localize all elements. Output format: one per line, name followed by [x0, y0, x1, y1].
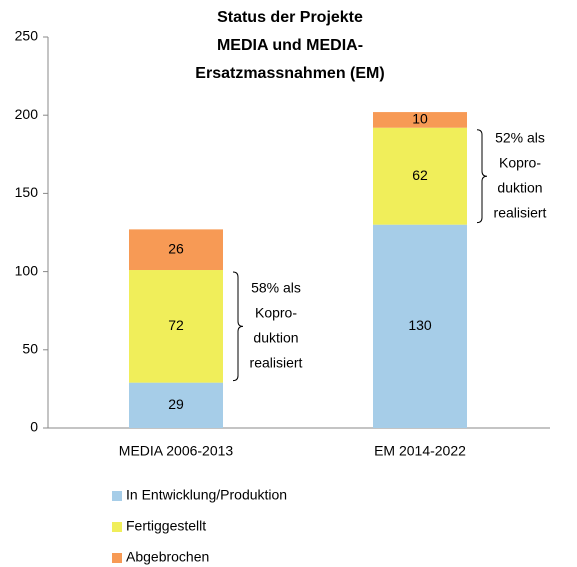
chart-title: Ersatzmassnahmen (EM) [195, 65, 384, 82]
brace [476, 129, 488, 224]
legend-swatch [112, 553, 122, 563]
y-tick-label: 200 [15, 106, 39, 122]
annotation: duktion [497, 179, 542, 195]
y-tick-label: 250 [15, 28, 39, 44]
x-tick-label: EM 2014-2022 [374, 443, 466, 459]
annotation: realisiert [250, 355, 303, 371]
annotation: 52% als [495, 129, 545, 145]
annotation: realisiert [494, 204, 547, 220]
data-label: 72 [168, 317, 184, 333]
data-label: 62 [412, 167, 428, 183]
legend-label: In Entwicklung/Produktion [126, 487, 287, 503]
bar-segment [373, 224, 467, 428]
data-label: 10 [412, 111, 428, 127]
legend-label: Fertiggestellt [126, 518, 206, 534]
annotation: Kopro- [255, 305, 297, 321]
bar-segment [129, 382, 223, 428]
legend-swatch [112, 522, 122, 532]
bar-segment [373, 112, 467, 128]
y-tick-label: 150 [15, 184, 39, 200]
bar-segment [129, 229, 223, 271]
annotation: 58% als [251, 280, 301, 296]
data-label: 26 [168, 240, 184, 256]
chart-title: MEDIA und MEDIA- [217, 37, 363, 54]
bar-segment [129, 270, 223, 383]
chart-title: Status der Projekte [217, 9, 363, 26]
data-label: 29 [168, 396, 184, 412]
data-label: 130 [408, 317, 432, 333]
bar-segment [373, 127, 467, 225]
y-tick-label: 100 [15, 262, 39, 278]
annotation: Kopro- [499, 154, 541, 170]
legend-swatch [112, 491, 122, 501]
y-tick-label: 50 [22, 341, 38, 357]
y-tick-label: 0 [30, 419, 38, 435]
legend-label: Abgebrochen [126, 549, 209, 565]
x-tick-label: MEDIA 2006-2013 [119, 443, 234, 459]
brace [232, 271, 244, 382]
annotation: duktion [253, 330, 298, 346]
